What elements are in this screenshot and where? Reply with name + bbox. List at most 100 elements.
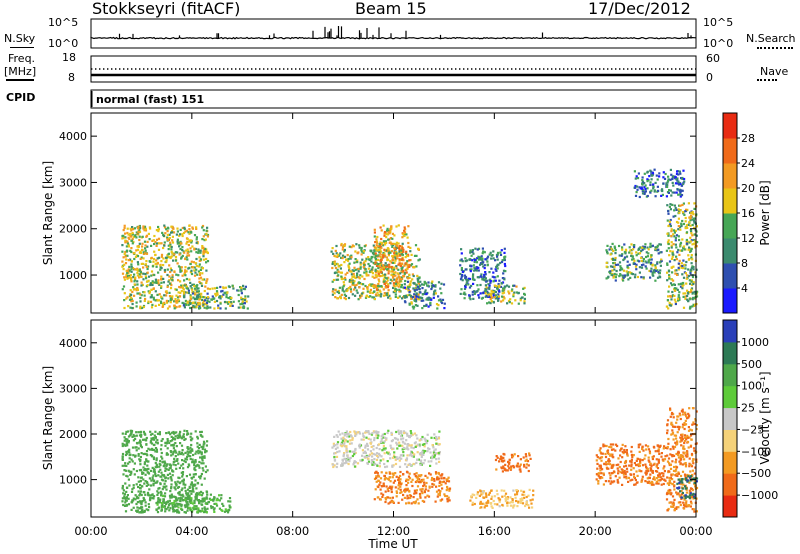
- scatter-cell: [424, 496, 427, 499]
- scatter-cell: [489, 280, 492, 283]
- scatter-cell: [213, 300, 216, 303]
- scatter-cell: [220, 290, 223, 293]
- scatter-cell: [515, 489, 518, 492]
- scatter-cell: [483, 279, 486, 282]
- scatter-cell: [634, 184, 637, 188]
- scatter-cell: [375, 286, 378, 289]
- scatter-cell: [377, 485, 380, 489]
- scatter-cell: [528, 488, 531, 491]
- scatter-cell: [138, 238, 141, 242]
- scatter-cell: [185, 256, 188, 259]
- scatter-cell: [187, 303, 190, 307]
- y-tick-label: 3000: [59, 176, 87, 189]
- scatter-cell: [121, 234, 124, 238]
- scatter-cell: [670, 228, 673, 231]
- scatter-cell: [396, 443, 399, 446]
- scatter-cell: [662, 475, 665, 478]
- scatter-cell: [418, 276, 421, 279]
- scatter-cell: [646, 180, 649, 183]
- scatter-cell: [383, 253, 386, 256]
- scatter-cell: [487, 292, 490, 295]
- scatter-cell: [368, 258, 371, 262]
- scatter-cell: [351, 438, 354, 441]
- scatter-cell: [164, 256, 168, 259]
- scatter-cell: [671, 175, 674, 179]
- scatter-cell: [402, 451, 405, 454]
- scatter-cell: [389, 241, 392, 244]
- scatter-cell: [660, 258, 663, 261]
- scatter-cell: [460, 276, 463, 279]
- scatter-cell: [395, 491, 399, 494]
- scatter-cell: [473, 493, 476, 497]
- scatter-cell: [157, 498, 160, 501]
- scatter-cell: [623, 448, 626, 452]
- scatter-cell: [346, 259, 350, 262]
- scatter-cell: [666, 262, 669, 265]
- scatter-cell: [130, 472, 133, 475]
- scatter-cell: [413, 432, 416, 435]
- scatter-cell: [359, 267, 362, 270]
- scatter-cell: [482, 250, 485, 253]
- scatter-cell: [244, 297, 247, 300]
- scatter-cell: [174, 298, 177, 301]
- scatter-cell: [192, 487, 195, 490]
- scatter-cell: [669, 208, 672, 211]
- scatter-cell: [649, 270, 652, 273]
- scatter-cell: [388, 251, 391, 254]
- scatter-cell: [171, 453, 174, 456]
- scatter-cell: [357, 267, 360, 270]
- scatter-cell: [486, 264, 489, 267]
- scatter-cell: [411, 484, 414, 488]
- scatter-cell: [359, 263, 362, 266]
- scatter-cell: [666, 241, 670, 244]
- scatter-cell: [351, 293, 354, 296]
- scatter-cell: [186, 430, 189, 433]
- scatter-cell: [195, 286, 198, 289]
- scatter-cell: [389, 237, 392, 240]
- scatter-cell: [138, 500, 141, 503]
- scatter-cell: [349, 255, 352, 258]
- scatter-cell: [380, 243, 383, 246]
- scatter-cell: [332, 261, 335, 264]
- scatter-cell: [165, 299, 168, 302]
- scatter-cell: [242, 284, 245, 287]
- scatter-cell: [362, 438, 365, 441]
- scatter-cell: [389, 278, 392, 281]
- scatter-cell: [133, 283, 136, 286]
- scatter-cell: [155, 280, 158, 283]
- scatter-cell: [409, 246, 412, 249]
- scatter-cell: [405, 296, 408, 299]
- scatter-cell: [166, 285, 169, 288]
- scatter-cell: [189, 302, 192, 305]
- scatter-cell: [203, 251, 206, 254]
- scatter-cell: [392, 473, 395, 476]
- scatter-cell: [638, 186, 641, 189]
- scatter-cell: [498, 285, 501, 288]
- scatter-cell: [675, 287, 678, 290]
- scatter-cell: [123, 495, 126, 498]
- scatter-cell: [616, 481, 619, 484]
- scatter-cell: [191, 266, 194, 269]
- scatter-cell: [413, 299, 416, 302]
- scatter-cell: [519, 458, 522, 461]
- scatter-cell: [632, 248, 635, 251]
- scatter-cell: [373, 235, 376, 238]
- scatter-cell: [148, 506, 151, 509]
- scatter-cell: [666, 183, 669, 186]
- scatter-cell: [130, 429, 134, 433]
- scatter-cell: [682, 295, 685, 298]
- scatter-cell: [160, 509, 163, 512]
- scatter-cell: [190, 501, 193, 504]
- scatter-cell: [399, 478, 402, 481]
- scatter-cell: [174, 255, 178, 259]
- scatter-cell: [177, 462, 180, 465]
- scatter-cell: [408, 293, 411, 296]
- scatter-cell: [190, 481, 193, 484]
- scatter-cell: [387, 247, 390, 250]
- scatter-cell: [676, 188, 679, 191]
- scatter-cell: [438, 430, 441, 433]
- scatter-cell: [469, 298, 472, 301]
- scatter-cell: [199, 475, 203, 478]
- scatter-cell: [232, 287, 235, 290]
- scatter-cell: [136, 506, 139, 509]
